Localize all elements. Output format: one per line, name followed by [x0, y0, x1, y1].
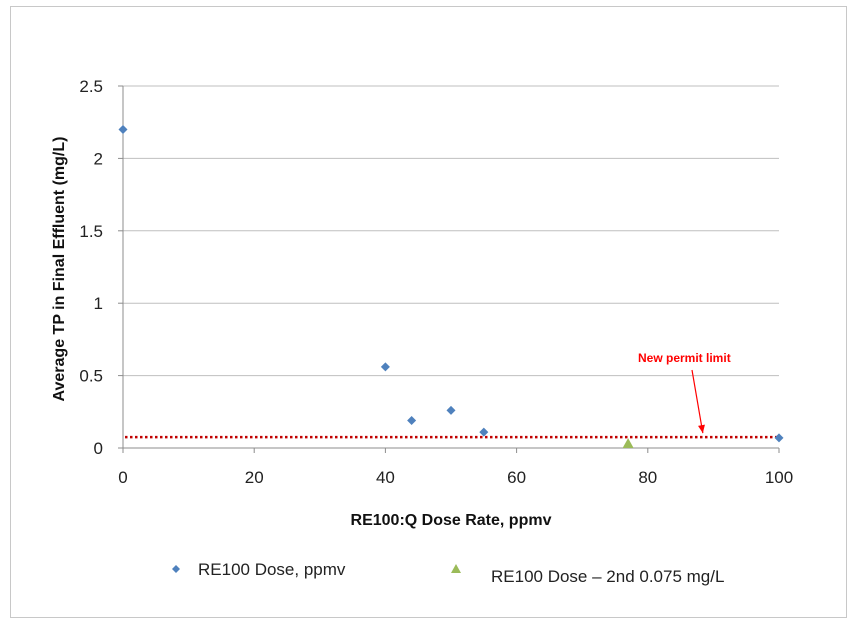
- legend-entry-re100-dose-2nd: RE100 Dose – 2nd 0.075 mg/L: [491, 567, 724, 586]
- x-axis-title: RE100:Q Dose Rate, ppmv: [351, 512, 552, 529]
- y-tick-label: 1: [94, 294, 103, 313]
- y-axis-title: Average TP in Final Effluent (mg/L): [51, 137, 68, 402]
- data-point-diamond: [118, 124, 128, 134]
- chart-frame: [10, 6, 847, 618]
- x-tick-label: 100: [765, 468, 793, 487]
- data-point-diamond: [380, 362, 390, 372]
- legend-marker-diamond: [172, 565, 180, 573]
- annotation-arrow: [691, 369, 704, 434]
- x-tick-label: 20: [245, 468, 264, 487]
- x-tick-label: 0: [118, 468, 127, 487]
- x-tick-label: 80: [638, 468, 657, 487]
- x-tick-labels: 0 20 40 60 80 100: [118, 468, 793, 487]
- y-tick-label: 0: [94, 439, 103, 458]
- y-tick-label: 0.5: [79, 367, 103, 386]
- y-tick-label: 2: [94, 149, 103, 168]
- y-tick-label: 2.5: [79, 77, 103, 96]
- annotation-arrowhead: [698, 424, 705, 434]
- data-points: [118, 124, 784, 449]
- y-tick-labels: 0 0.5 1 1.5 2 2.5: [79, 77, 103, 458]
- y-tick-label: 1.5: [79, 222, 103, 241]
- data-point-triangle: [622, 438, 634, 449]
- gridlines: [123, 85, 779, 377]
- annotation-text: New permit limit: [638, 351, 731, 365]
- data-point-diamond: [774, 433, 784, 443]
- permit-limit-annotation: New permit limit: [638, 351, 731, 434]
- axes: [118, 85, 780, 453]
- legend-marker-triangle: [451, 564, 461, 573]
- data-point-diamond: [407, 415, 417, 425]
- legend: RE100 Dose, ppmv RE100 Dose – 2nd 0.075 …: [172, 560, 724, 586]
- x-tick-label: 40: [376, 468, 395, 487]
- data-point-diamond: [446, 405, 456, 415]
- legend-entry-re100-dose: RE100 Dose, ppmv: [198, 560, 346, 579]
- data-point-diamond: [479, 427, 489, 437]
- x-tick-label: 60: [507, 468, 526, 487]
